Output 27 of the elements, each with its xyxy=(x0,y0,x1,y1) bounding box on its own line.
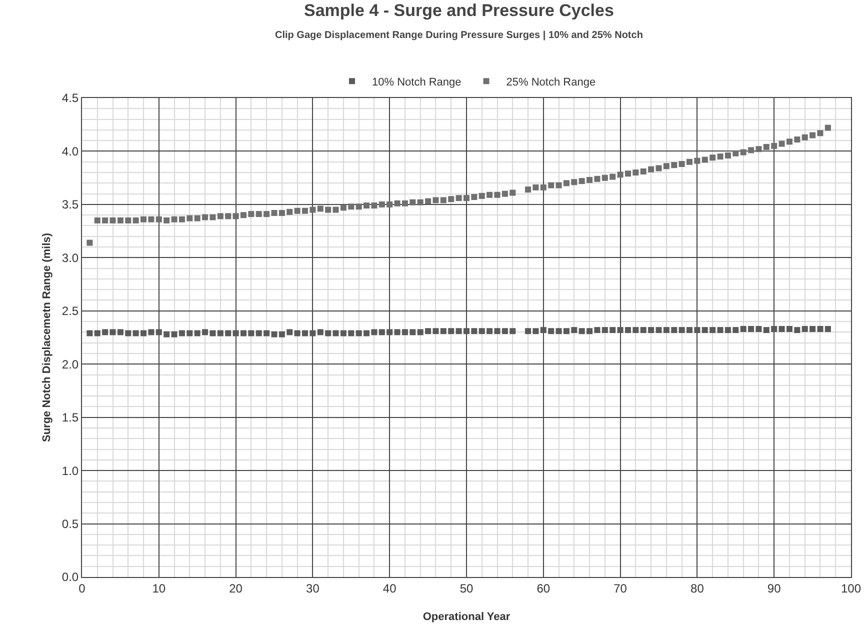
y-tick-label: 0.5 xyxy=(62,516,79,531)
legend-label: 10% Notch Range xyxy=(372,76,462,88)
legend-label: 25% Notch Range xyxy=(506,76,596,88)
y-tick-label: 4.5 xyxy=(62,91,79,106)
y-tick-label: 3.5 xyxy=(62,198,79,212)
x-axis-title: Operational Year xyxy=(422,611,511,623)
y-tick-label: 4.0 xyxy=(62,144,79,158)
x-tick-label: 0 xyxy=(78,581,86,596)
x-tick-label: 40 xyxy=(382,581,397,596)
y-tick-label: 2.0 xyxy=(62,357,79,372)
y-axis-title: Surge Notch Displacemetn Range (mils) xyxy=(41,232,53,442)
x-tick-label: 100 xyxy=(840,581,862,596)
x-tick-label: 90 xyxy=(767,581,782,596)
y-tick-label: 3.0 xyxy=(62,250,79,265)
x-tick-label: 60 xyxy=(536,581,550,596)
x-tick-label: 30 xyxy=(306,581,320,596)
y-tick-label: 2.5 xyxy=(62,304,79,318)
x-tick-label: 70 xyxy=(614,581,628,596)
y-tick-label: 1.5 xyxy=(62,410,79,425)
y-tick-label: 1.0 xyxy=(62,464,79,478)
x-tick-label: 10 xyxy=(152,581,166,596)
x-tick-label: 80 xyxy=(690,581,704,596)
x-tick-label: 20 xyxy=(229,581,243,596)
chart-title: Sample 4 - Surge and Pressure Cycles xyxy=(304,0,614,20)
y-tick-label: 0.0 xyxy=(62,570,79,584)
x-tick-label: 50 xyxy=(460,581,474,596)
chart-subtitle: Clip Gage Displacement Range During Pressure Surges | 10% and 25% Notch xyxy=(275,30,643,41)
